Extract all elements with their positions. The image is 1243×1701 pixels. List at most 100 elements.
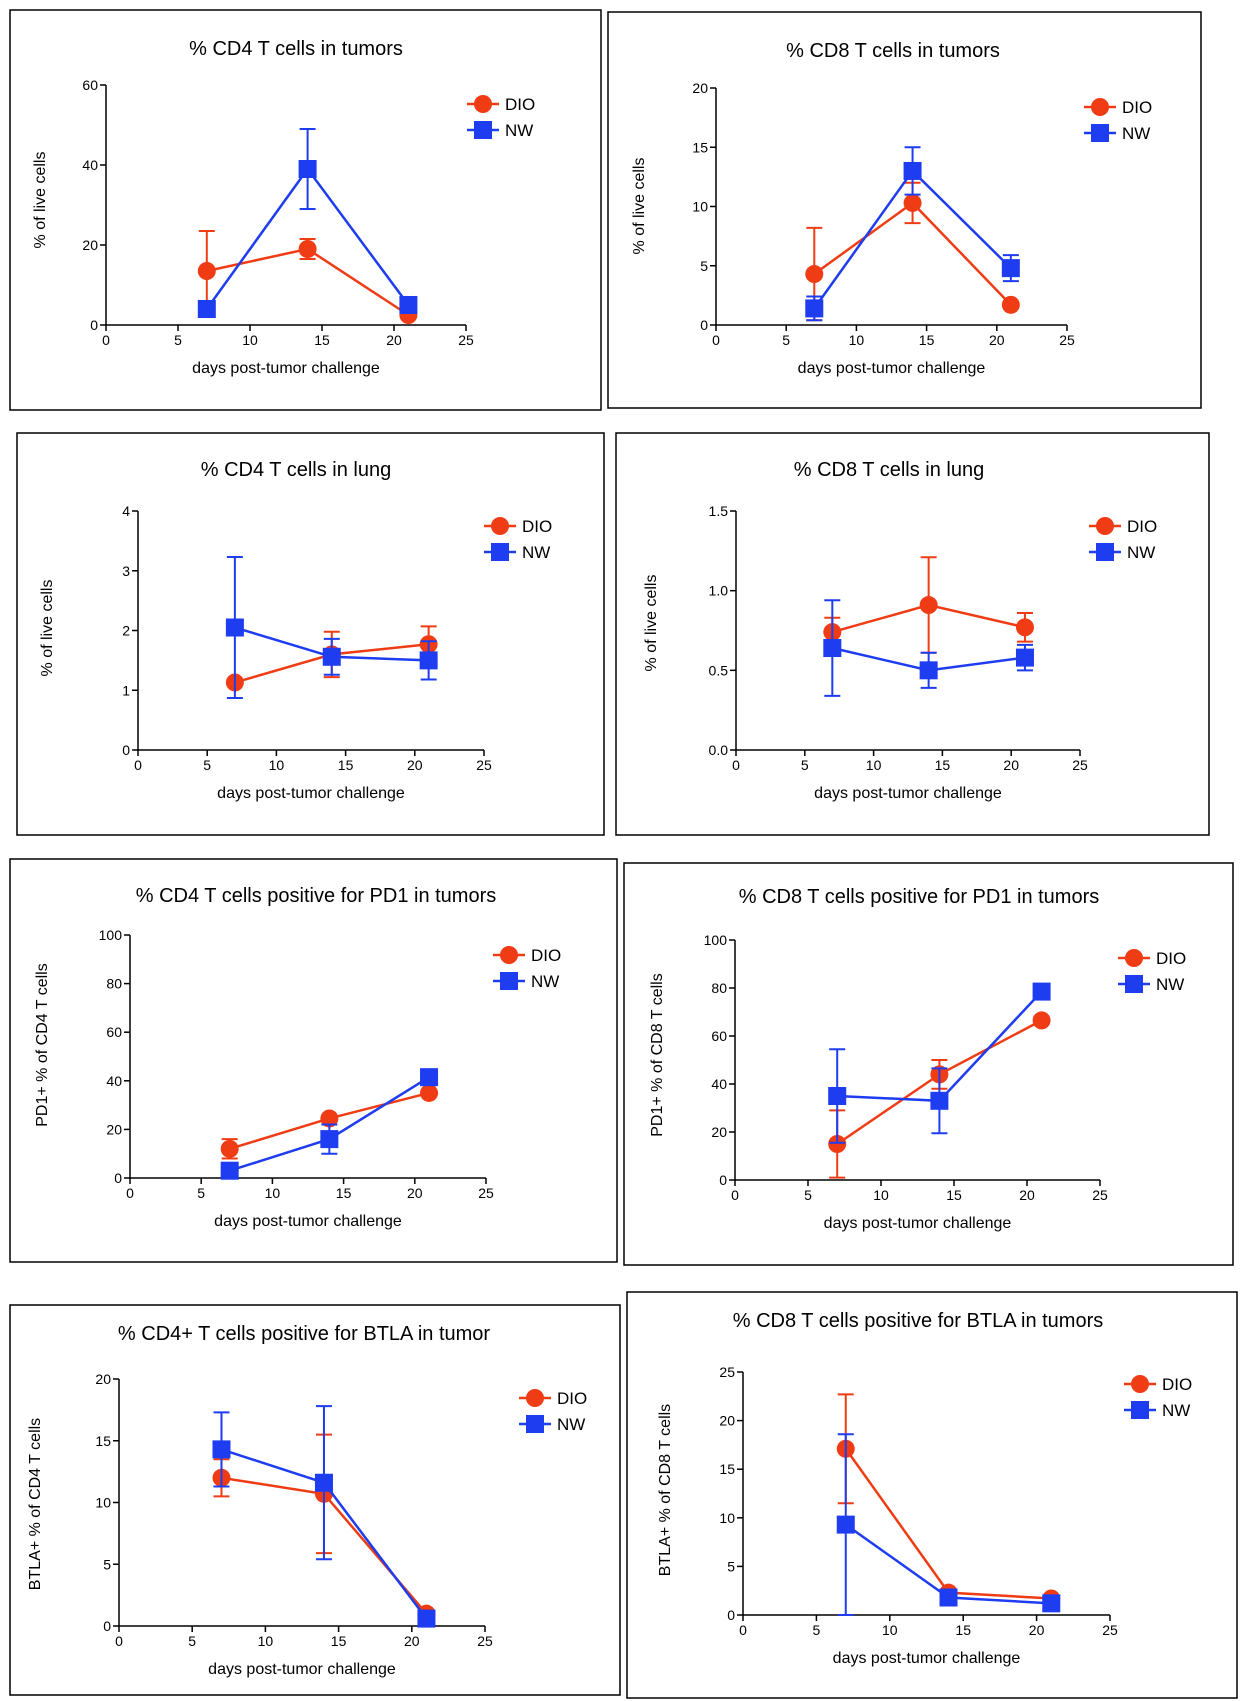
x-tick-label: 20 xyxy=(1019,1187,1035,1203)
legend-marker-dio xyxy=(1125,949,1143,967)
x-tick-label: 25 xyxy=(478,1185,494,1201)
x-tick-label: 25 xyxy=(1059,332,1075,348)
x-tick-label: 25 xyxy=(1102,1622,1118,1638)
legend-label: NW xyxy=(557,1415,585,1434)
y-tick-label: 15 xyxy=(692,139,708,155)
y-tick-label: 0 xyxy=(122,742,130,758)
x-tick-label: 0 xyxy=(115,1633,123,1649)
y-tick-label: 5 xyxy=(103,1556,111,1572)
data-point-nw xyxy=(930,1091,949,1110)
legend-label: DIO xyxy=(522,517,552,536)
legend-marker-nw xyxy=(474,121,492,139)
data-point-nw xyxy=(417,1609,436,1628)
data-point-nw xyxy=(1001,259,1020,278)
y-tick-label: 15 xyxy=(95,1433,111,1449)
data-point-nw xyxy=(399,296,418,314)
panel-frame xyxy=(607,11,1202,409)
y-tick-label: 0.0 xyxy=(709,742,729,758)
panel-frame xyxy=(16,432,605,836)
x-tick-label: 25 xyxy=(476,757,492,773)
data-point-nw xyxy=(919,661,938,680)
x-tick-label: 15 xyxy=(338,757,354,773)
x-tick-label: 15 xyxy=(336,1185,352,1201)
x-tick-label: 0 xyxy=(712,332,720,348)
data-point-dio xyxy=(1032,1011,1051,1030)
chart-title: % CD8 T cells positive for PD1 in tumors xyxy=(739,886,1100,908)
x-axis-label: days post-tumor challenge xyxy=(824,1215,1012,1232)
data-point-dio xyxy=(828,1135,847,1153)
y-axis-label: BTLA+ % of CD4 T cells xyxy=(27,1418,44,1590)
y-tick-label: 60 xyxy=(711,1028,727,1044)
legend-marker-dio xyxy=(491,517,509,535)
x-tick-label: 10 xyxy=(866,757,882,773)
y-tick-label: 3 xyxy=(122,563,130,579)
x-tick-label: 0 xyxy=(102,332,110,348)
data-point-nw xyxy=(197,300,216,318)
y-tick-label: 0 xyxy=(700,317,708,333)
chart-title: % CD4 T cells in lung xyxy=(201,459,391,481)
data-point-nw xyxy=(322,647,341,666)
chart-panel: % CD8 T cells in tumors 0 5 10 15 20 25 0 5 10 15 2… xyxy=(607,11,1202,409)
x-tick-label: 20 xyxy=(407,1185,423,1201)
legend-label: DIO xyxy=(1127,517,1157,536)
x-tick-label: 20 xyxy=(386,332,402,348)
x-tick-label: 5 xyxy=(174,332,182,348)
y-axis-label: % of live cells xyxy=(643,575,660,672)
data-point-dio xyxy=(298,240,317,258)
y-tick-label: 5 xyxy=(727,1558,735,1574)
y-tick-label: 0 xyxy=(727,1607,735,1623)
data-point-nw xyxy=(939,1588,958,1607)
x-tick-label: 0 xyxy=(126,1185,134,1201)
y-axis-label: % of live cells xyxy=(631,158,648,255)
y-tick-label: 100 xyxy=(704,932,728,948)
legend-marker-nw xyxy=(491,543,509,561)
x-axis-label: days post-tumor challenge xyxy=(192,360,380,377)
data-point-nw xyxy=(1042,1594,1061,1613)
y-tick-label: 4 xyxy=(122,503,130,519)
x-tick-label: 20 xyxy=(404,1633,420,1649)
data-point-dio xyxy=(320,1109,339,1128)
chart-title: % CD4 T cells in tumors xyxy=(189,38,403,60)
x-tick-label: 10 xyxy=(265,1185,281,1201)
chart-panel: % CD4+ T cells positive for BTLA in tumo… xyxy=(9,1304,621,1696)
data-point-dio xyxy=(1015,618,1034,637)
chart-title: % CD8 T cells in lung xyxy=(794,459,984,481)
x-tick-label: 0 xyxy=(134,757,142,773)
y-tick-label: 20 xyxy=(95,1371,111,1387)
x-tick-label: 15 xyxy=(946,1187,962,1203)
legend-label: NW xyxy=(1162,1401,1190,1420)
chart-panel: % CD8 T cells in lung 0 5 10 15 20 25 0.0 0.5 1.0… xyxy=(615,432,1210,836)
x-axis-label: days post-tumor challenge xyxy=(833,1650,1021,1667)
data-point-dio xyxy=(1001,295,1020,314)
x-axis-label: days post-tumor challenge xyxy=(208,1661,396,1678)
x-tick-label: 15 xyxy=(919,332,935,348)
chart-title: % CD8 T cells in tumors xyxy=(786,40,1000,62)
legend-marker-nw xyxy=(1096,543,1114,561)
x-tick-label: 25 xyxy=(477,1633,493,1649)
y-axis-label: BTLA+ % of CD8 T cells xyxy=(657,1404,674,1576)
y-axis-label: % of live cells xyxy=(39,580,56,677)
x-tick-label: 5 xyxy=(804,1187,812,1203)
y-tick-label: 80 xyxy=(711,980,727,996)
panel-frame xyxy=(615,432,1210,836)
legend-marker-nw xyxy=(526,1415,544,1433)
panel-frame xyxy=(9,9,602,411)
x-tick-label: 5 xyxy=(801,757,809,773)
x-tick-label: 20 xyxy=(407,757,423,773)
chart-panel: % CD8 T cells positive for PD1 in tumors… xyxy=(623,862,1234,1266)
legend-marker-nw xyxy=(1091,124,1109,142)
x-tick-label: 0 xyxy=(732,757,740,773)
x-tick-label: 10 xyxy=(849,332,865,348)
y-tick-label: 2 xyxy=(122,623,130,639)
x-tick-label: 5 xyxy=(813,1622,821,1638)
panel-frame xyxy=(623,862,1234,1266)
data-point-dio xyxy=(220,1139,239,1158)
x-axis-label: days post-tumor challenge xyxy=(798,360,986,377)
y-tick-label: 5 xyxy=(700,258,708,274)
y-tick-label: 40 xyxy=(82,157,98,173)
legend-marker-nw xyxy=(500,972,518,990)
x-tick-label: 20 xyxy=(989,332,1005,348)
chart-panel: % CD8 T cells positive for BTLA in tumor… xyxy=(626,1291,1238,1699)
data-point-dio xyxy=(197,262,216,280)
